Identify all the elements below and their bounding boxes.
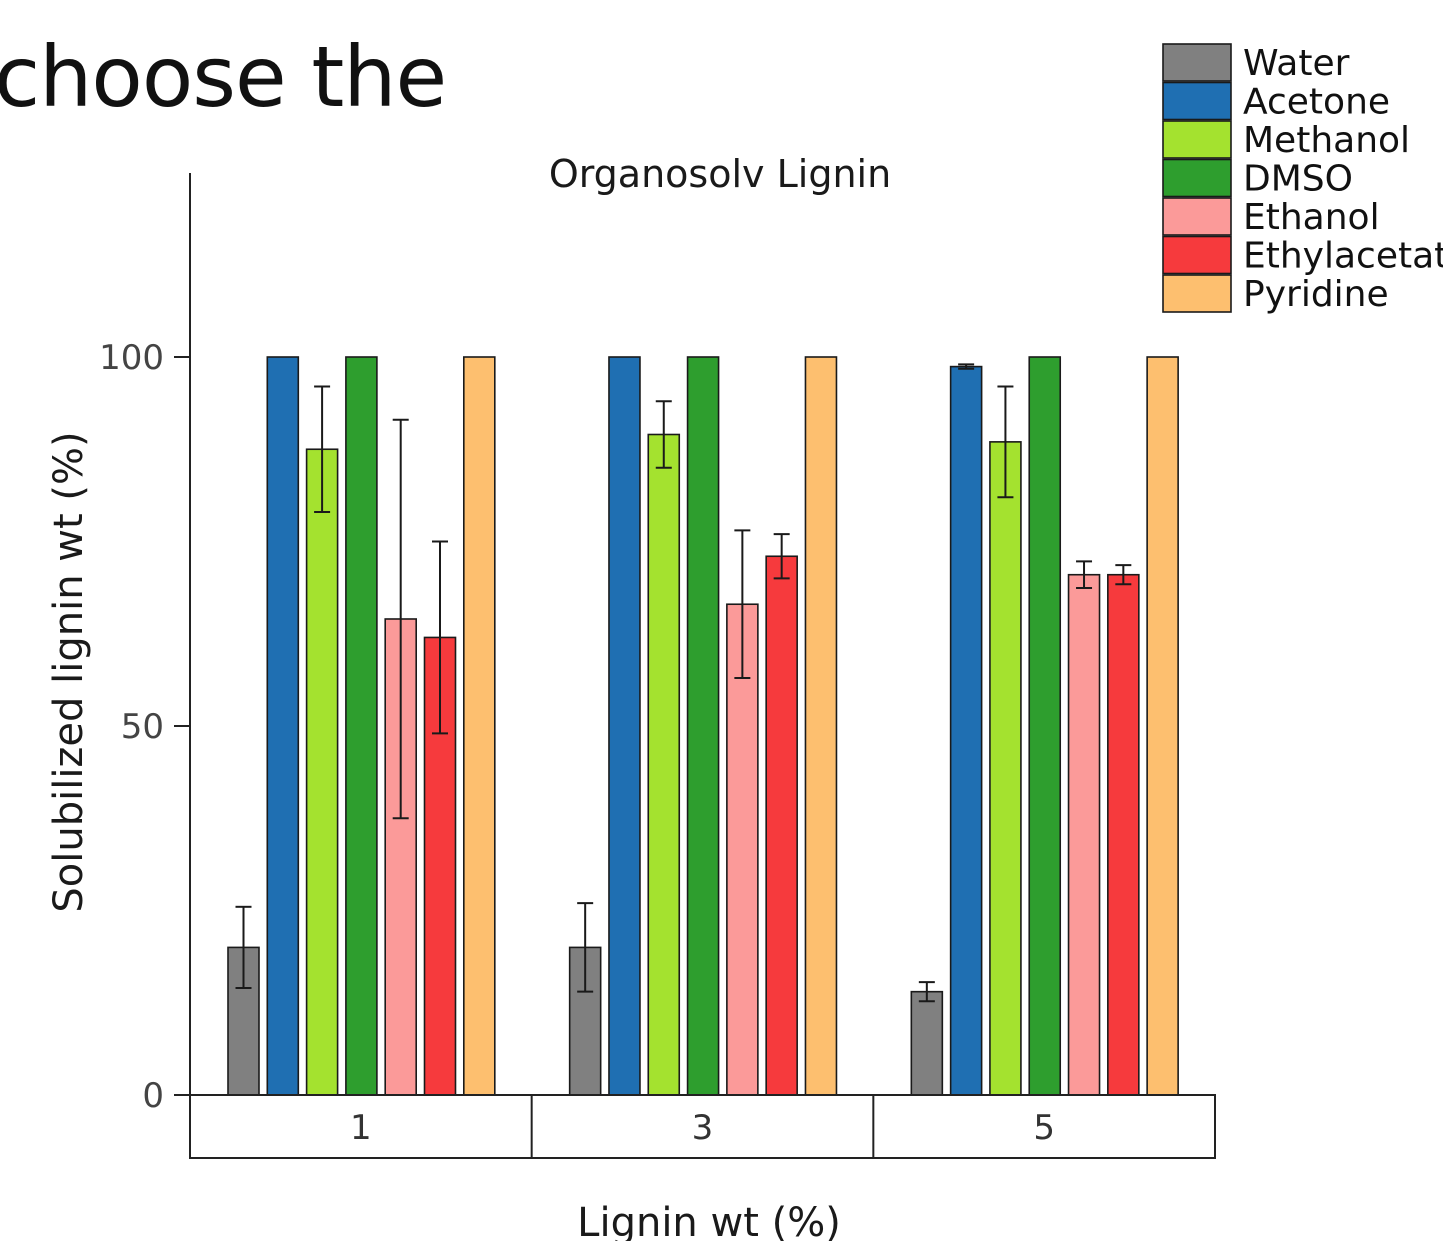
- legend-item: Methanol: [1162, 120, 1410, 161]
- bar-methanol: [305, 448, 339, 1096]
- legend-label: DMSO: [1243, 159, 1353, 200]
- bar-group: [227, 356, 496, 1096]
- bar-acetone: [949, 365, 983, 1096]
- bar-ethylacetate: [1107, 573, 1140, 1096]
- legend-label: Pyridine: [1243, 274, 1389, 315]
- x-category-panel: 1 3 5: [189, 1094, 1216, 1159]
- y-ticks: 0 50 100: [99, 338, 190, 1116]
- bar-group: [568, 356, 838, 1096]
- legend-swatch: [1162, 197, 1232, 236]
- legend-swatch: [1162, 158, 1232, 198]
- bar-dmso: [345, 356, 378, 1096]
- x-axis-label: Lignin wt (%): [577, 1200, 841, 1241]
- y-axis-label: Solubilized lignin wt (%): [46, 431, 92, 912]
- bar-water: [910, 990, 944, 1096]
- slide-heading: choose the: [0, 28, 447, 126]
- bar-pyridine: [804, 356, 838, 1096]
- legend-item: Pyridine: [1162, 274, 1389, 315]
- bars-layer: [227, 356, 1179, 1096]
- y-tick-label: 50: [121, 707, 164, 747]
- y-tick-label: 0: [142, 1076, 164, 1116]
- bar-ethanol: [1067, 573, 1101, 1096]
- bar-dmso: [686, 356, 720, 1096]
- bar-group: [910, 356, 1179, 1096]
- legend-swatch: [1162, 274, 1232, 313]
- legend-label: Ethylacetate: [1243, 236, 1443, 277]
- bar-acetone: [608, 356, 641, 1096]
- legend-swatch: [1162, 120, 1232, 159]
- legend-swatch: [1162, 43, 1232, 82]
- chart-legend: WaterAcetoneMethanolDMSOEthanolEthylacet…: [1162, 43, 1443, 315]
- legend-label: Methanol: [1243, 120, 1410, 161]
- legend-item: Ethanol: [1162, 197, 1380, 238]
- bar-acetone: [266, 356, 300, 1096]
- x-tick-label: 1: [350, 1108, 372, 1148]
- legend-item: DMSO: [1162, 158, 1353, 200]
- category-panel-frame: [189, 1094, 1216, 1159]
- legend-item: Ethylacetate: [1162, 235, 1443, 277]
- legend-item: Acetone: [1162, 81, 1390, 123]
- bar-ethylacetate: [765, 555, 798, 1096]
- y-tick-label: 100: [99, 338, 164, 378]
- bar-methanol: [647, 433, 681, 1096]
- bar-pyridine: [1146, 356, 1179, 1096]
- x-tick-label: 5: [1033, 1108, 1055, 1148]
- chart-title: Organosolv Lignin: [549, 152, 891, 196]
- legend-swatch: [1162, 81, 1232, 121]
- legend-label: Ethanol: [1243, 197, 1380, 238]
- legend-label: Water: [1243, 43, 1350, 84]
- legend-item: Water: [1162, 43, 1350, 84]
- bar-methanol: [989, 441, 1022, 1096]
- bar-dmso: [1028, 356, 1062, 1096]
- x-tick-label: 3: [692, 1108, 714, 1148]
- bar-pyridine: [462, 356, 496, 1096]
- legend-swatch: [1162, 235, 1232, 275]
- legend-label: Acetone: [1243, 82, 1390, 123]
